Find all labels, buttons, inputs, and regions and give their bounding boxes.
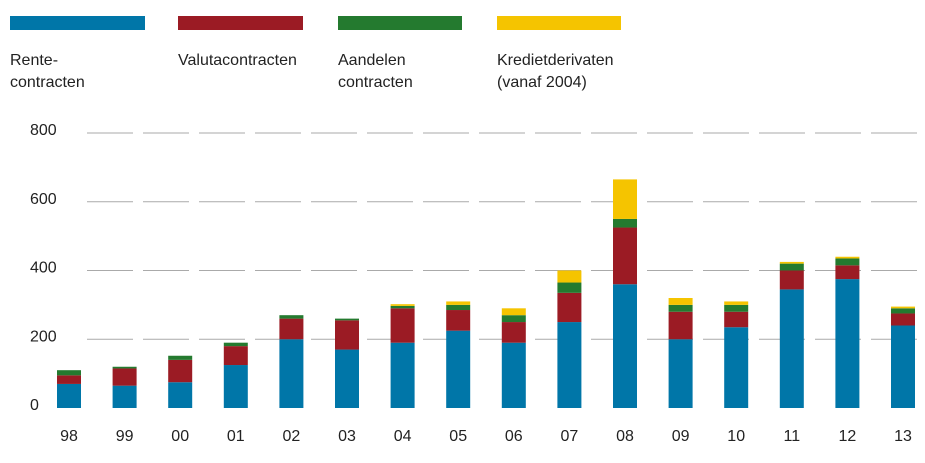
- x-tick-label: 06: [505, 428, 523, 445]
- bar-segment: [501, 315, 526, 323]
- legend-swatch: [10, 16, 145, 30]
- x-tick-label: 98: [60, 428, 78, 445]
- bar-segment: [168, 355, 193, 360]
- x-tick-label: 05: [449, 428, 467, 445]
- bar-segment: [724, 304, 749, 312]
- bar-segment: [668, 311, 693, 340]
- legend-swatch: [338, 16, 462, 30]
- x-tick-label: 13: [894, 428, 912, 445]
- x-tick-label: 02: [283, 428, 301, 445]
- bar-segment: [501, 322, 526, 343]
- bar-segment: [223, 346, 248, 366]
- bar-segment: [501, 308, 526, 316]
- x-tick-label: 00: [171, 428, 189, 445]
- bar-segment: [112, 385, 137, 408]
- bar-segment: [779, 261, 804, 264]
- bar-segment: [335, 349, 359, 408]
- bar-segment: [891, 313, 915, 326]
- bar-segment: [724, 311, 749, 328]
- y-tick-label: 200: [30, 328, 57, 345]
- bar-segment: [112, 368, 137, 386]
- bar-segment: [279, 339, 304, 408]
- y-tick-label: 800: [30, 122, 57, 139]
- legend-label: Kredietderivaten (vanaf 2004): [497, 52, 614, 91]
- bar-segment: [724, 327, 749, 408]
- bar-segment: [613, 218, 637, 228]
- bar-segment: [501, 342, 526, 408]
- x-tick-label: 08: [616, 428, 634, 445]
- x-tick-label: 10: [727, 428, 745, 445]
- legend-label: Rente- contracten: [10, 52, 85, 91]
- bar-segment: [446, 330, 471, 408]
- x-tick-label: 04: [394, 428, 412, 445]
- x-tick-label: 01: [227, 428, 245, 445]
- bar-segment: [891, 325, 915, 408]
- bar-segment: [668, 298, 693, 305]
- bar-segment: [779, 263, 804, 271]
- bar-segment: [168, 382, 193, 408]
- bar-segment: [835, 279, 860, 408]
- x-tick-label: 07: [561, 428, 579, 445]
- bar-segment: [168, 359, 193, 383]
- bar-segment: [835, 258, 860, 266]
- bar-segment: [557, 292, 582, 323]
- legend-label: Aandelen contracten: [338, 52, 413, 91]
- bar-segment: [390, 342, 415, 408]
- bar-segment: [557, 322, 582, 408]
- bar-segment: [390, 305, 415, 309]
- bar-segment: [724, 301, 749, 305]
- x-tick-label: 99: [116, 428, 134, 445]
- bar-segment: [557, 282, 582, 293]
- bar-segment: [835, 265, 860, 280]
- bar-segment: [779, 289, 804, 408]
- y-tick-label: 0: [30, 397, 39, 414]
- bar-segment: [668, 339, 693, 408]
- bar-segment: [891, 306, 915, 309]
- bar-segment: [613, 179, 637, 219]
- bar-segment: [390, 308, 415, 343]
- legend-label: Valutacontracten: [178, 52, 297, 69]
- bar-segment: [446, 304, 471, 311]
- y-tick-label: 400: [30, 260, 57, 277]
- legend-swatch: [178, 16, 303, 30]
- bar-segment: [223, 342, 248, 347]
- bar-segment: [835, 256, 860, 259]
- bar-segment: [335, 318, 359, 321]
- legend-swatch: [497, 16, 621, 30]
- bar-segment: [57, 375, 81, 384]
- x-tick-label: 03: [338, 428, 356, 445]
- bar-segment: [779, 270, 804, 290]
- x-tick-label: 12: [839, 428, 857, 445]
- bar-segment: [223, 365, 248, 408]
- bar-segment: [279, 315, 304, 319]
- bar-segment: [279, 318, 304, 340]
- bar-segment: [446, 301, 471, 305]
- bar-segment: [390, 304, 415, 306]
- bar-segment: [613, 227, 637, 285]
- bar-segment: [668, 304, 693, 312]
- bar-segment: [446, 310, 471, 331]
- bar-segment: [557, 270, 582, 283]
- x-tick-label: 09: [672, 428, 690, 445]
- x-tick-label: 11: [783, 428, 800, 445]
- bar-segment: [891, 308, 915, 314]
- bar-segment: [57, 383, 81, 408]
- bar-segment: [112, 366, 137, 369]
- bar-segment: [57, 370, 81, 376]
- bar-segment: [335, 320, 359, 350]
- y-tick-label: 600: [30, 191, 57, 208]
- bar-segment: [613, 284, 637, 408]
